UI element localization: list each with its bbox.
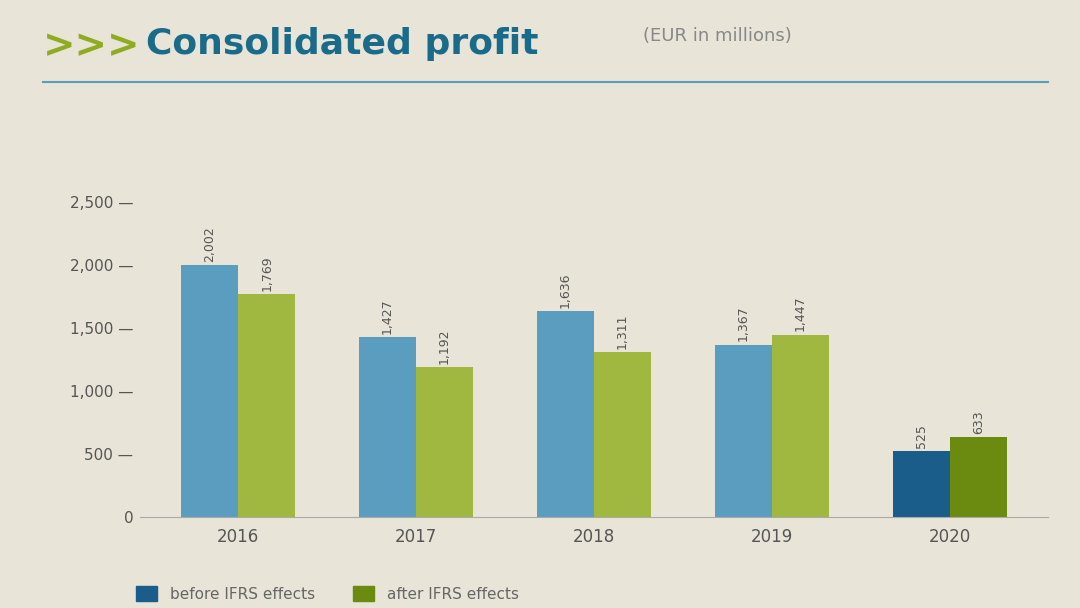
Text: 1,192: 1,192 bbox=[438, 328, 451, 364]
Bar bbox=[239, 294, 295, 517]
Text: Consolidated profit: Consolidated profit bbox=[146, 27, 538, 61]
Text: 1,427: 1,427 bbox=[381, 299, 394, 334]
Bar bbox=[772, 334, 828, 517]
Bar bbox=[949, 437, 1007, 517]
Bar bbox=[893, 451, 949, 517]
Text: 525: 525 bbox=[915, 424, 928, 447]
Text: 633: 633 bbox=[972, 410, 985, 434]
Text: 1,636: 1,636 bbox=[559, 272, 572, 308]
Bar bbox=[416, 367, 473, 517]
Text: 1,311: 1,311 bbox=[616, 313, 629, 348]
Text: (EUR in millions): (EUR in millions) bbox=[643, 27, 792, 46]
Text: 1,447: 1,447 bbox=[794, 295, 807, 331]
Text: >>>: >>> bbox=[43, 27, 140, 66]
Bar bbox=[181, 264, 239, 517]
Bar bbox=[715, 345, 772, 517]
Bar bbox=[594, 351, 651, 517]
Bar bbox=[360, 337, 416, 517]
Bar bbox=[537, 311, 594, 517]
Text: 2,002: 2,002 bbox=[203, 226, 216, 261]
Text: 1,367: 1,367 bbox=[737, 306, 750, 342]
Legend: before IFRS effects, after IFRS effects: before IFRS effects, after IFRS effects bbox=[130, 580, 525, 608]
Text: 1,769: 1,769 bbox=[260, 255, 273, 291]
